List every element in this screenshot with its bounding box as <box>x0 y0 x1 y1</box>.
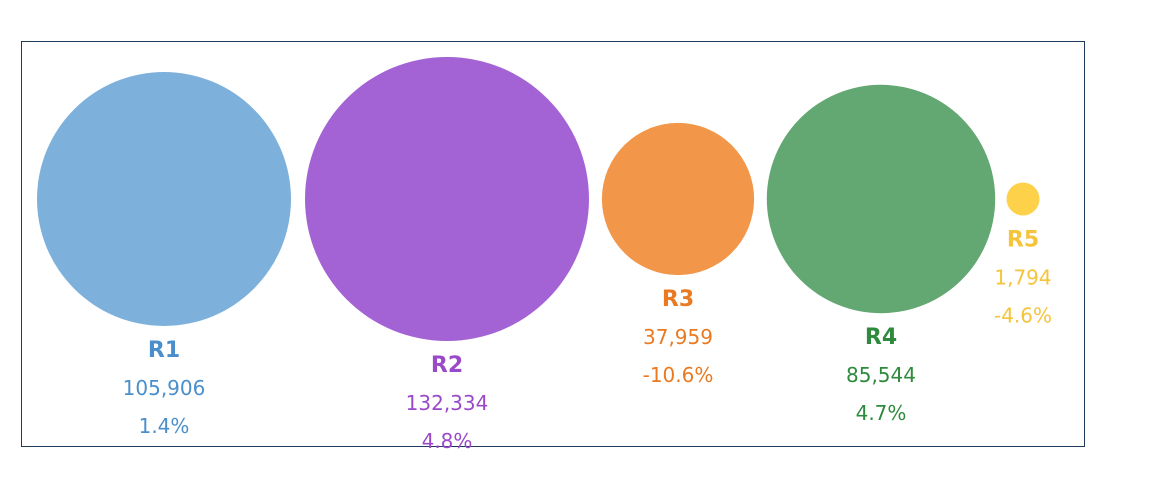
bubble-value-r4: 85,544 <box>846 363 916 387</box>
bubble-change-r3: -10.6% <box>643 363 714 387</box>
bubble-label-r1: R1 <box>148 338 180 363</box>
bubble-change-r1: 1.4% <box>139 414 190 438</box>
bubble-value-r5: 1,794 <box>994 266 1051 290</box>
bubble-label-r4: R4 <box>865 325 897 350</box>
bubble-r5[interactable] <box>1006 182 1040 216</box>
bubble-label-r3: R3 <box>662 287 694 312</box>
bubble-label-r2: R2 <box>431 353 463 378</box>
bubble-change-r5: -4.6% <box>994 304 1052 328</box>
bubble-r3[interactable] <box>601 122 755 276</box>
bubble-value-r1: 105,906 <box>123 376 206 400</box>
bubble-value-r2: 132,334 <box>406 391 489 415</box>
bubble-label-r5: R5 <box>1007 228 1039 253</box>
bubble-r4[interactable] <box>766 84 996 314</box>
bubble-r1[interactable] <box>37 72 291 326</box>
bubble-r2[interactable] <box>305 57 589 341</box>
bubble-change-r2: 4.8% <box>422 429 473 453</box>
bubble-value-r3: 37,959 <box>643 325 713 349</box>
bubble-change-r4: 4.7% <box>856 401 907 425</box>
